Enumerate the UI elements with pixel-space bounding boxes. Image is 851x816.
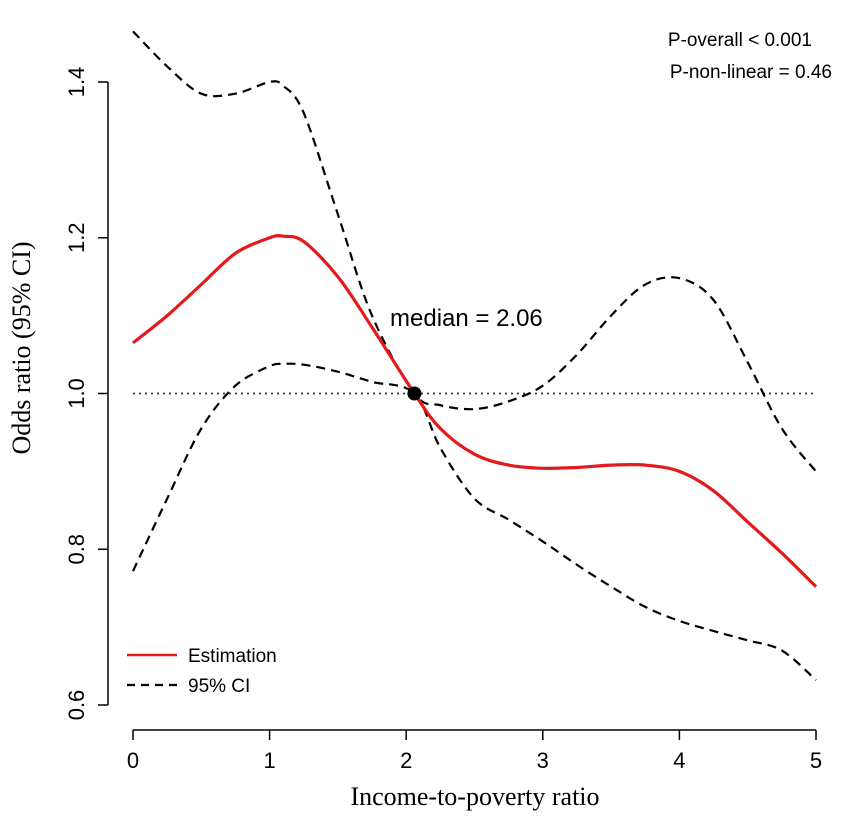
x-tick-label: 2 [400, 748, 412, 773]
p-nonlinear-annotation: P-non-linear = 0.46 [670, 62, 832, 83]
series-estimation [131, 234, 818, 588]
y-tick-label: 0.6 [64, 690, 89, 721]
y-axis-title: Odds ratio (95% CI) [7, 241, 36, 454]
legend-label-1: Estimation [188, 646, 277, 667]
x-tick-label: 3 [537, 748, 549, 773]
y-tick-label: 0.8 [64, 534, 89, 565]
x-tick-label: 1 [263, 748, 275, 773]
series-95-ci-lower [132, 362, 817, 681]
y-tick-label: 1.0 [64, 378, 89, 409]
x-tick-label: 0 [127, 748, 139, 773]
series-95-ci-upper [132, 30, 817, 473]
p-overall-annotation: P-overall < 0.001 [668, 30, 812, 51]
legend: Estimation 95% CI [127, 646, 277, 697]
axes: 0 1 2 3 4 5 0.6 0.8 1.0 1.2 1.4 [64, 67, 822, 773]
x-axis-title: Income-to-poverty ratio [350, 782, 599, 811]
series-layer [131, 30, 818, 681]
median-point [407, 386, 422, 401]
y-tick-label: 1.2 [64, 222, 89, 253]
legend-label-2: 95% CI [188, 676, 250, 697]
y-tick-label: 1.4 [64, 67, 89, 98]
x-tick-label: 4 [673, 748, 685, 773]
median-label: median = 2.06 [390, 305, 543, 332]
x-tick-label: 5 [810, 748, 822, 773]
